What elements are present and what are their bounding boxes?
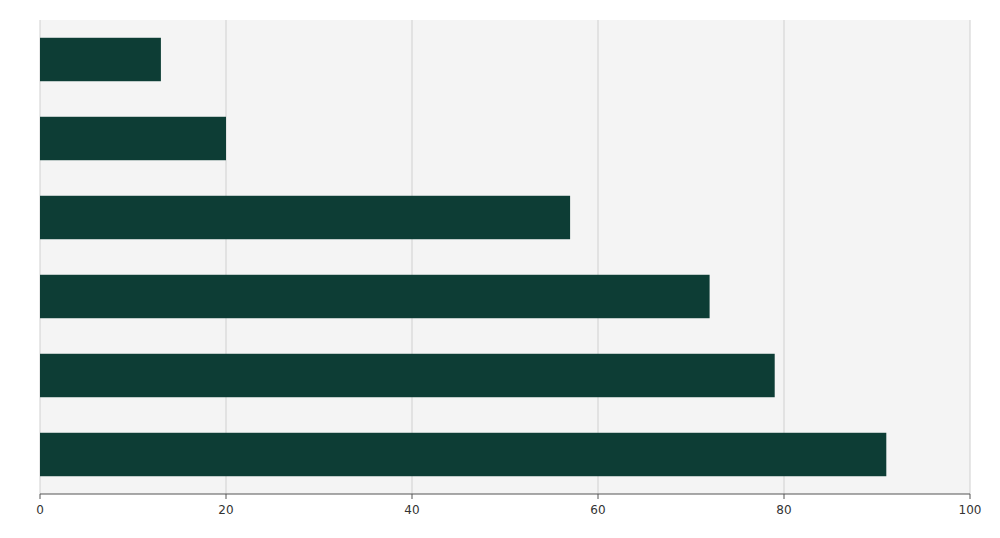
plot-background xyxy=(40,20,970,494)
bar xyxy=(40,38,161,81)
chart-svg: 0 20 40 60 80 100 xyxy=(0,0,1000,538)
tick-label: 60 xyxy=(590,503,605,517)
tick-mark xyxy=(598,494,599,499)
grid-line xyxy=(598,20,599,494)
bar xyxy=(40,433,886,476)
grid-line xyxy=(226,20,227,494)
tick-mark xyxy=(412,494,413,499)
tick-mark xyxy=(784,494,785,499)
grid-line xyxy=(970,20,971,494)
tick-label: 20 xyxy=(218,503,233,517)
tick-label: 0 xyxy=(36,503,44,517)
tick-mark xyxy=(40,494,41,499)
x-axis: 0 20 40 60 80 100 xyxy=(36,494,981,517)
grid-line xyxy=(412,20,413,494)
tick-label: 100 xyxy=(959,503,982,517)
bar xyxy=(40,354,775,397)
tick-mark xyxy=(226,494,227,499)
bar xyxy=(40,117,226,160)
chart-container: 0 20 40 60 80 100 xyxy=(0,0,1000,538)
tick-label: 80 xyxy=(776,503,791,517)
grid-line xyxy=(40,20,41,494)
bar xyxy=(40,275,710,318)
tick-label: 40 xyxy=(404,503,419,517)
x-axis-line xyxy=(40,494,970,495)
bar xyxy=(40,196,570,239)
bars xyxy=(40,38,886,476)
grid-line xyxy=(784,20,785,494)
grid xyxy=(40,20,970,494)
tick-mark xyxy=(970,494,971,499)
